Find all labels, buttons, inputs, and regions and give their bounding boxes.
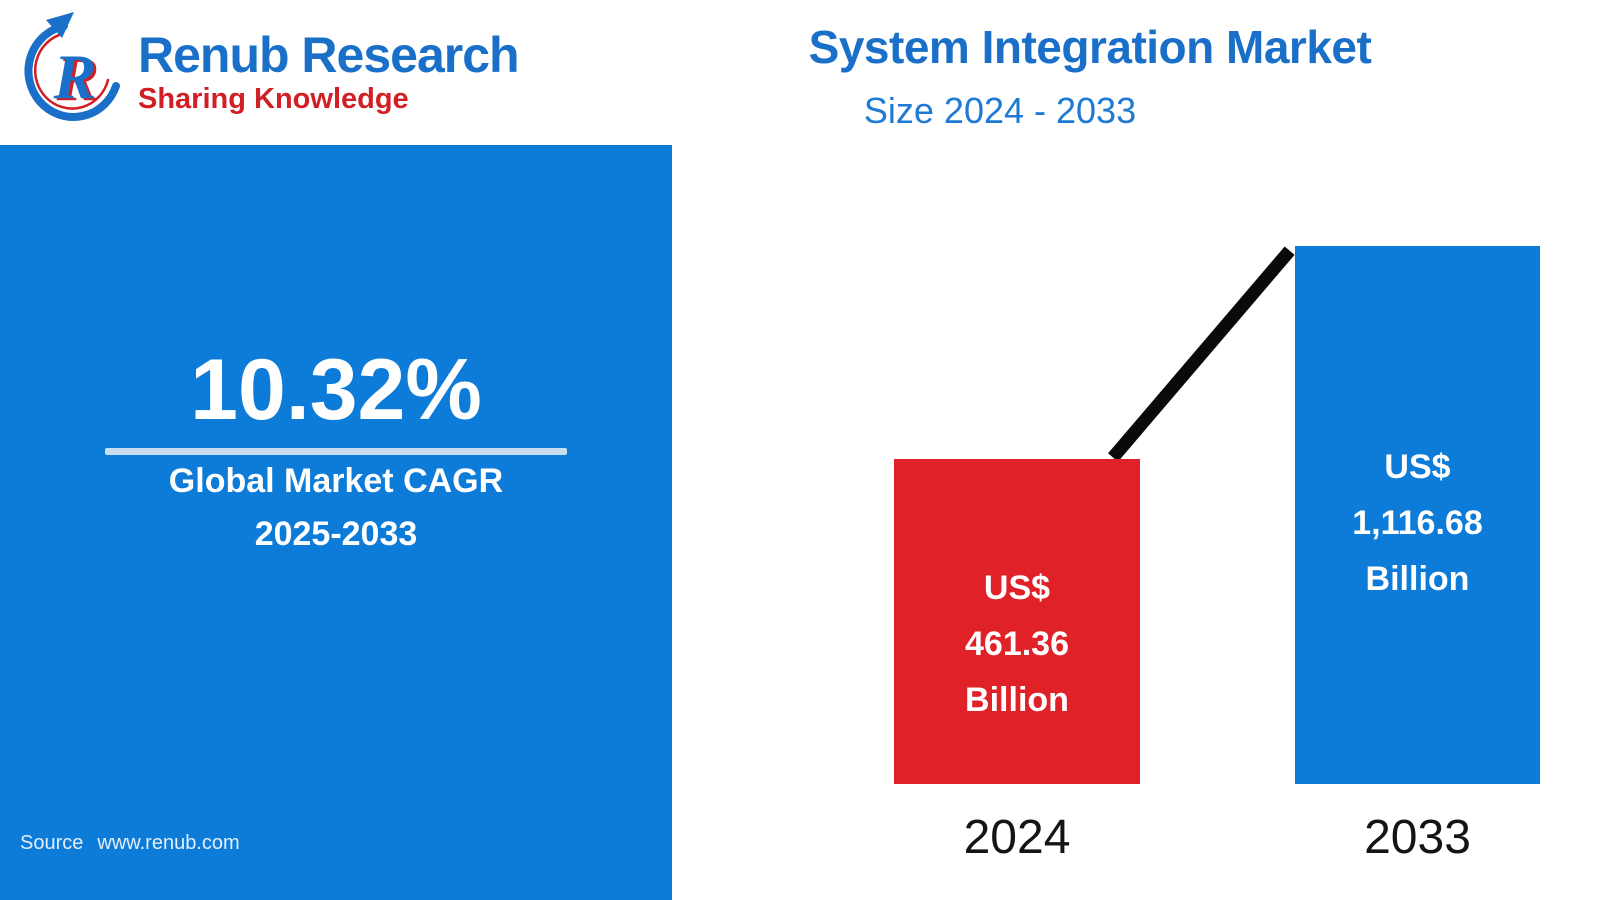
renub-logo-icon: R R xyxy=(24,12,120,121)
svg-text:R: R xyxy=(56,43,100,114)
page-title: System Integration Market xyxy=(808,21,1372,73)
cagr-divider xyxy=(105,448,567,455)
page-subtitle: Size 2024 - 2033 xyxy=(863,90,1137,131)
brand-tagline: Sharing Knowledge xyxy=(138,82,409,115)
bar-2033: US$ 1,116.68 Billion xyxy=(1295,246,1540,784)
bar-2024-unit: Billion xyxy=(965,680,1069,719)
growth-trend-line xyxy=(1108,246,1295,462)
category-label-2033: 2033 xyxy=(1364,811,1471,864)
bar-2033-unit: Billion xyxy=(1365,560,1470,598)
source-line: Source www.renub.com xyxy=(20,831,240,855)
bar-2024-amount: 461.36 xyxy=(965,624,1069,663)
bar-2033-value-label: US$ 1,116.68 Billion xyxy=(1352,439,1482,607)
bar-2024-currency: US$ xyxy=(983,568,1051,607)
bar-2033-amount: 1,116.68 xyxy=(1352,504,1483,542)
cagr-highlight-panel: 10.32% Global Market CAGR 2025-2033 Sour… xyxy=(0,145,672,900)
brand-name: Renub Research xyxy=(138,26,520,83)
cagr-caption: Global Market CAGR 2025-2033 xyxy=(0,455,672,561)
cagr-caption-line1: Global Market CAGR xyxy=(168,462,504,500)
brand-logo: R R Renub Research Sharing Knowledge xyxy=(12,8,520,134)
category-label-2024: 2024 xyxy=(963,811,1071,864)
cagr-caption-line2: 2025-2033 xyxy=(254,515,418,553)
bar-2024: US$ 461.36 Billion xyxy=(894,459,1140,784)
cagr-value: 10.32% xyxy=(190,342,482,438)
bar-2024-value-label: US$ 461.36 Billion xyxy=(965,560,1069,728)
bar-2033-currency: US$ xyxy=(1384,448,1451,486)
svg-text:R: R xyxy=(53,41,97,112)
source-label: Source xyxy=(20,832,84,854)
source-url: www.renub.com xyxy=(97,832,240,854)
